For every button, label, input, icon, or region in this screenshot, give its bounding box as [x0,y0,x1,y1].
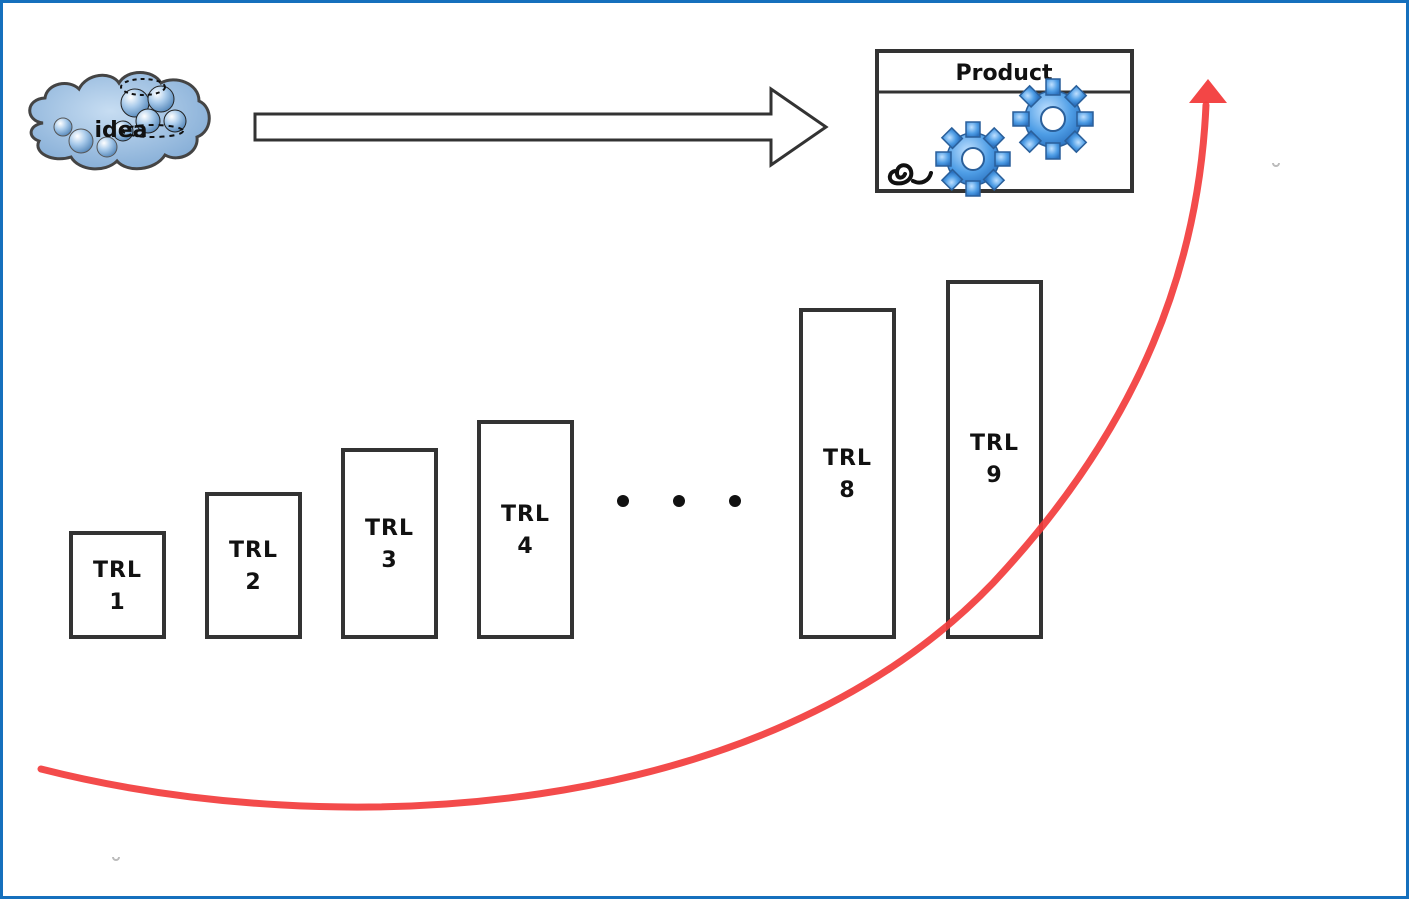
mark-decoration [1272,162,1280,167]
mark-decoration [112,856,120,861]
trl-box-3: TRL 3 [341,448,438,639]
product-title: Product [955,61,1053,86]
trl-diagram: idea Product [28,49,1280,861]
trl-number: 3 [381,548,397,573]
trl-label: TRL [365,516,414,541]
trl-label: TRL [970,431,1019,456]
ellipsis-icon [617,495,741,507]
gear-icon [1012,78,1094,160]
trl-label: TRL [501,502,550,527]
trl-number: 9 [986,463,1002,488]
progression-curve-arrow [37,79,1227,811]
trl-box-8: TRL 8 [799,308,896,639]
trl-number: 4 [517,534,533,559]
trl-label: TRL [93,558,142,583]
trl-box-4: TRL 4 [477,420,574,639]
trl-number: 8 [839,478,855,503]
gear-icon [935,121,1011,197]
trl-number: 2 [245,570,261,595]
idea-label: idea [94,118,147,143]
trl-label: TRL [229,538,278,563]
trl-number: 1 [109,590,125,615]
trl-label: TRL [823,446,872,471]
swirl-icon [887,163,933,186]
trl-box-1: TRL 1 [69,531,166,639]
cloud-icon [28,71,211,171]
idea-to-product-arrow [253,86,829,168]
product-box: Product [875,49,1134,197]
idea-cloud: idea [28,71,211,171]
trl-box-2: TRL 2 [205,492,302,639]
